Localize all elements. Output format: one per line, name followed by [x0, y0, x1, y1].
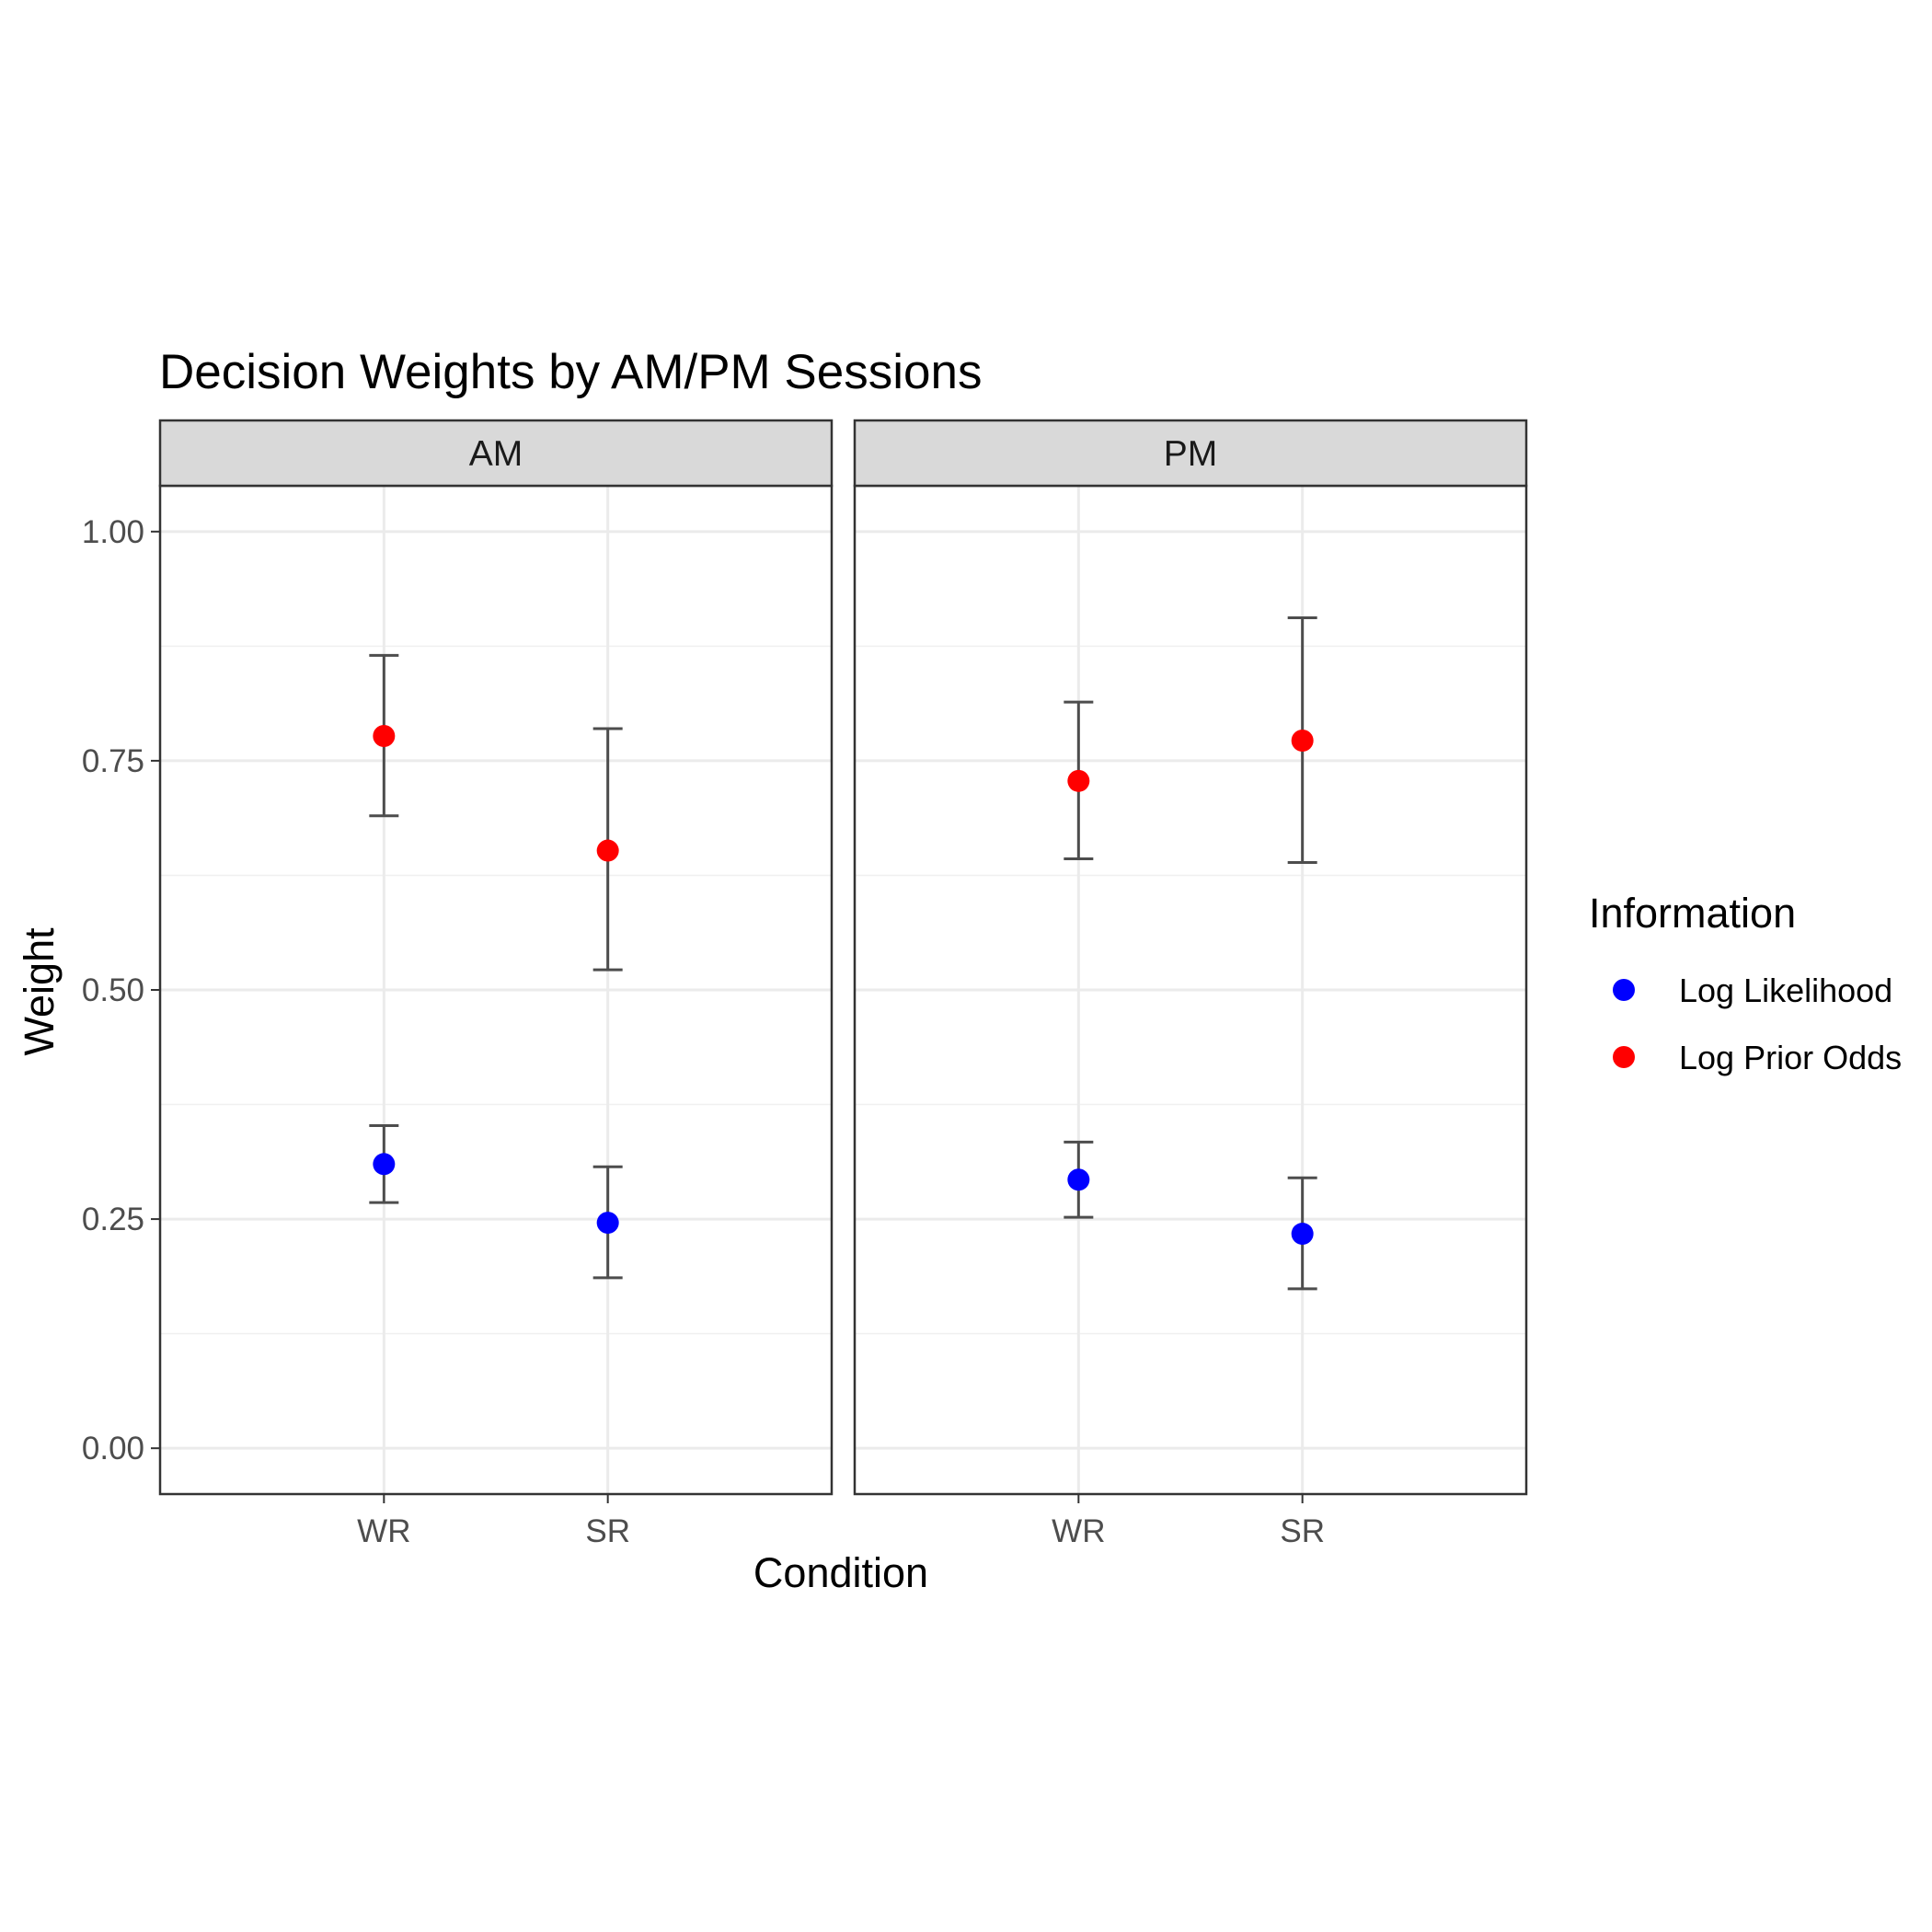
x-tick-label: WR — [357, 1513, 410, 1549]
data-point — [1067, 769, 1090, 792]
x-axis: WR SR WR SR — [357, 1494, 1325, 1549]
x-tick-label: SR — [1280, 1513, 1325, 1549]
facet-strip — [853, 419, 1528, 488]
facet-panel-pm: PM — [853, 419, 1528, 1496]
chart-title: Decision Weights by AM/PM Sessions — [159, 345, 982, 399]
legend-label: Log Likelihood — [1679, 972, 1892, 1009]
x-axis-title: Condition — [753, 1549, 928, 1596]
x-tick-label: WR — [1052, 1513, 1105, 1549]
data-point — [373, 725, 396, 748]
facet-panel-am: AM — [158, 419, 834, 1496]
x-tick-label: SR — [585, 1513, 630, 1549]
data-point — [373, 1153, 396, 1176]
y-axis-title: Weight — [16, 927, 63, 1056]
y-axis: 0.00 0.25 0.50 0.75 1.00 — [82, 514, 160, 1466]
facet-strip — [158, 419, 834, 488]
y-tick-label: 0.50 — [82, 972, 144, 1008]
y-tick-label: 1.00 — [82, 514, 144, 550]
facet-strip-label: AM — [469, 434, 523, 474]
legend-key — [1613, 979, 1635, 1001]
legend-title: Information — [1589, 890, 1796, 937]
y-tick-label: 0.00 — [82, 1431, 144, 1466]
y-tick-label: 0.25 — [82, 1202, 144, 1237]
legend: Information Log Likelihood Log Prior Odds — [1589, 890, 1902, 1076]
data-point — [1291, 1223, 1314, 1246]
data-point — [1291, 729, 1314, 752]
data-point — [596, 839, 619, 862]
facet-panels: AM PM — [158, 419, 1528, 1496]
facet-strip-label: PM — [1164, 434, 1218, 474]
data-point — [1067, 1168, 1090, 1191]
y-tick-label: 0.75 — [82, 743, 144, 779]
legend-key — [1613, 1046, 1635, 1068]
data-point — [596, 1212, 619, 1235]
legend-label: Log Prior Odds — [1679, 1039, 1902, 1076]
